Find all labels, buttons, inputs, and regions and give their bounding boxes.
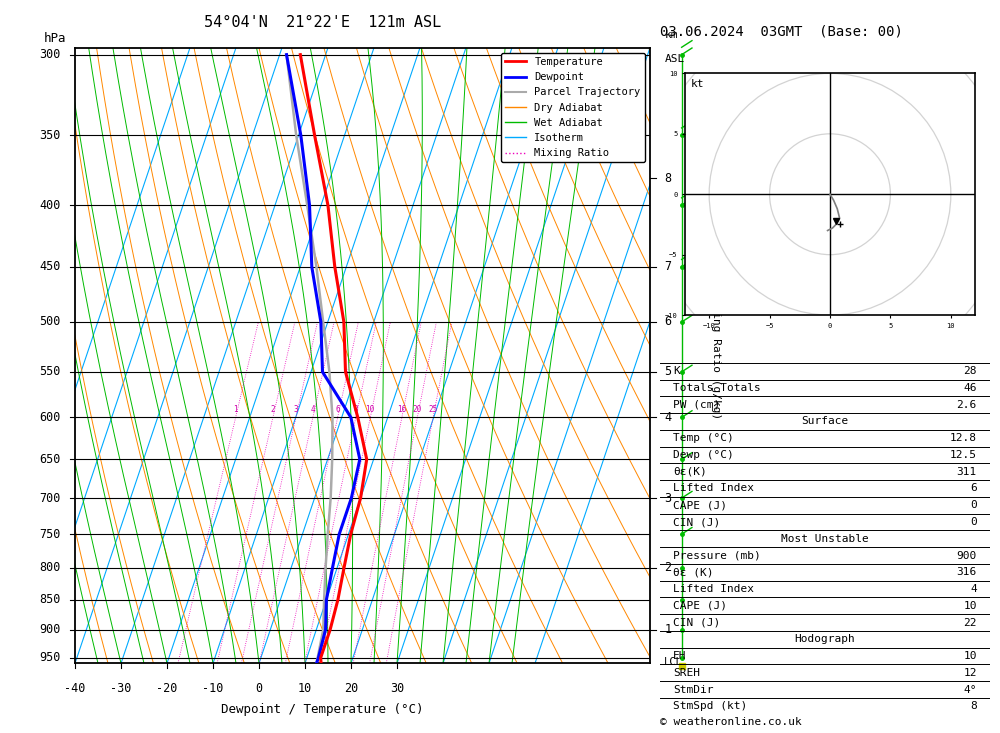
- Text: 10: 10: [298, 682, 312, 695]
- Text: Dewpoint / Temperature (°C): Dewpoint / Temperature (°C): [221, 704, 423, 716]
- Text: 5: 5: [664, 365, 671, 378]
- Text: 12: 12: [963, 668, 977, 678]
- Text: 7: 7: [664, 260, 671, 273]
- Text: 20: 20: [344, 682, 358, 695]
- Text: PW (cm): PW (cm): [673, 399, 720, 410]
- Text: SREH: SREH: [673, 668, 700, 678]
- Text: 3: 3: [293, 405, 298, 414]
- Text: 950: 950: [39, 652, 61, 664]
- Text: K: K: [673, 366, 680, 376]
- Text: Surface: Surface: [801, 416, 849, 427]
- Legend: Temperature, Dewpoint, Parcel Trajectory, Dry Adiabat, Wet Adiabat, Isotherm, Mi: Temperature, Dewpoint, Parcel Trajectory…: [501, 53, 645, 163]
- Text: 2.6: 2.6: [957, 399, 977, 410]
- Text: 25: 25: [428, 405, 438, 414]
- Text: 0: 0: [255, 682, 263, 695]
- Text: 900: 900: [39, 623, 61, 636]
- Text: 46: 46: [963, 383, 977, 393]
- Text: 300: 300: [39, 48, 61, 61]
- Text: CAPE (J): CAPE (J): [673, 500, 727, 510]
- Text: 4°: 4°: [963, 685, 977, 695]
- Text: 8: 8: [970, 701, 977, 711]
- Text: 10: 10: [963, 651, 977, 661]
- Text: Totals Totals: Totals Totals: [673, 383, 761, 393]
- Text: 54°04'N  21°22'E  121m ASL: 54°04'N 21°22'E 121m ASL: [204, 15, 441, 30]
- Text: 8: 8: [353, 405, 358, 414]
- Text: EH: EH: [673, 651, 687, 661]
- Text: 16: 16: [397, 405, 406, 414]
- Text: 6: 6: [970, 484, 977, 493]
- Text: km: km: [664, 30, 678, 40]
- Text: 3: 3: [664, 492, 671, 504]
- Text: 800: 800: [39, 561, 61, 575]
- Text: 900: 900: [957, 550, 977, 561]
- Text: kt: kt: [691, 79, 705, 89]
- Text: 2: 2: [664, 561, 671, 575]
- Text: Mixing Ratio (g/kg): Mixing Ratio (g/kg): [711, 292, 721, 419]
- Text: StmSpd (kt): StmSpd (kt): [673, 701, 747, 711]
- Text: -40: -40: [64, 682, 86, 695]
- Text: © weatheronline.co.uk: © weatheronline.co.uk: [660, 717, 802, 727]
- Text: CIN (J): CIN (J): [673, 617, 720, 627]
- Text: Dewp (°C): Dewp (°C): [673, 450, 734, 460]
- Text: LCL: LCL: [664, 657, 683, 667]
- Text: 450: 450: [39, 260, 61, 273]
- Text: 1: 1: [664, 623, 671, 636]
- Text: 600: 600: [39, 411, 61, 424]
- Text: 350: 350: [39, 129, 61, 142]
- Text: Lifted Index: Lifted Index: [673, 484, 754, 493]
- Text: 10: 10: [366, 405, 375, 414]
- Text: Lifted Index: Lifted Index: [673, 584, 754, 594]
- Text: 30: 30: [390, 682, 404, 695]
- Text: θε(K): θε(K): [673, 467, 707, 476]
- Text: Most Unstable: Most Unstable: [781, 534, 869, 544]
- Text: 0: 0: [970, 517, 977, 527]
- Text: 316: 316: [957, 567, 977, 578]
- Text: ASL: ASL: [664, 54, 685, 64]
- Text: 4: 4: [310, 405, 315, 414]
- Text: 0: 0: [970, 500, 977, 510]
- Text: hPa: hPa: [43, 32, 66, 45]
- Text: 10: 10: [963, 601, 977, 611]
- Text: CIN (J): CIN (J): [673, 517, 720, 527]
- Text: 311: 311: [957, 467, 977, 476]
- Text: 4: 4: [664, 411, 671, 424]
- Text: 20: 20: [413, 405, 422, 414]
- Text: Temp (°C): Temp (°C): [673, 433, 734, 443]
- Text: 2: 2: [270, 405, 275, 414]
- Text: 12.8: 12.8: [950, 433, 977, 443]
- Text: Hodograph: Hodograph: [795, 634, 855, 644]
- Text: 4: 4: [970, 584, 977, 594]
- Text: -10: -10: [202, 682, 224, 695]
- Text: 28: 28: [963, 366, 977, 376]
- Text: StmDir: StmDir: [673, 685, 714, 695]
- Text: Pressure (mb): Pressure (mb): [673, 550, 761, 561]
- Text: 6: 6: [664, 315, 671, 328]
- Text: 700: 700: [39, 492, 61, 504]
- Text: 500: 500: [39, 315, 61, 328]
- Text: 650: 650: [39, 453, 61, 465]
- Text: 750: 750: [39, 528, 61, 541]
- Text: 03.06.2024  03GMT  (Base: 00): 03.06.2024 03GMT (Base: 00): [660, 25, 903, 39]
- Text: -20: -20: [156, 682, 178, 695]
- Text: 850: 850: [39, 593, 61, 606]
- Text: 8: 8: [664, 172, 671, 185]
- Text: 400: 400: [39, 199, 61, 212]
- Text: 1: 1: [233, 405, 238, 414]
- Text: 22: 22: [963, 617, 977, 627]
- Text: 550: 550: [39, 365, 61, 378]
- Text: 6: 6: [335, 405, 340, 414]
- Text: -30: -30: [110, 682, 132, 695]
- Text: CAPE (J): CAPE (J): [673, 601, 727, 611]
- Text: 12.5: 12.5: [950, 450, 977, 460]
- Text: θε (K): θε (K): [673, 567, 714, 578]
